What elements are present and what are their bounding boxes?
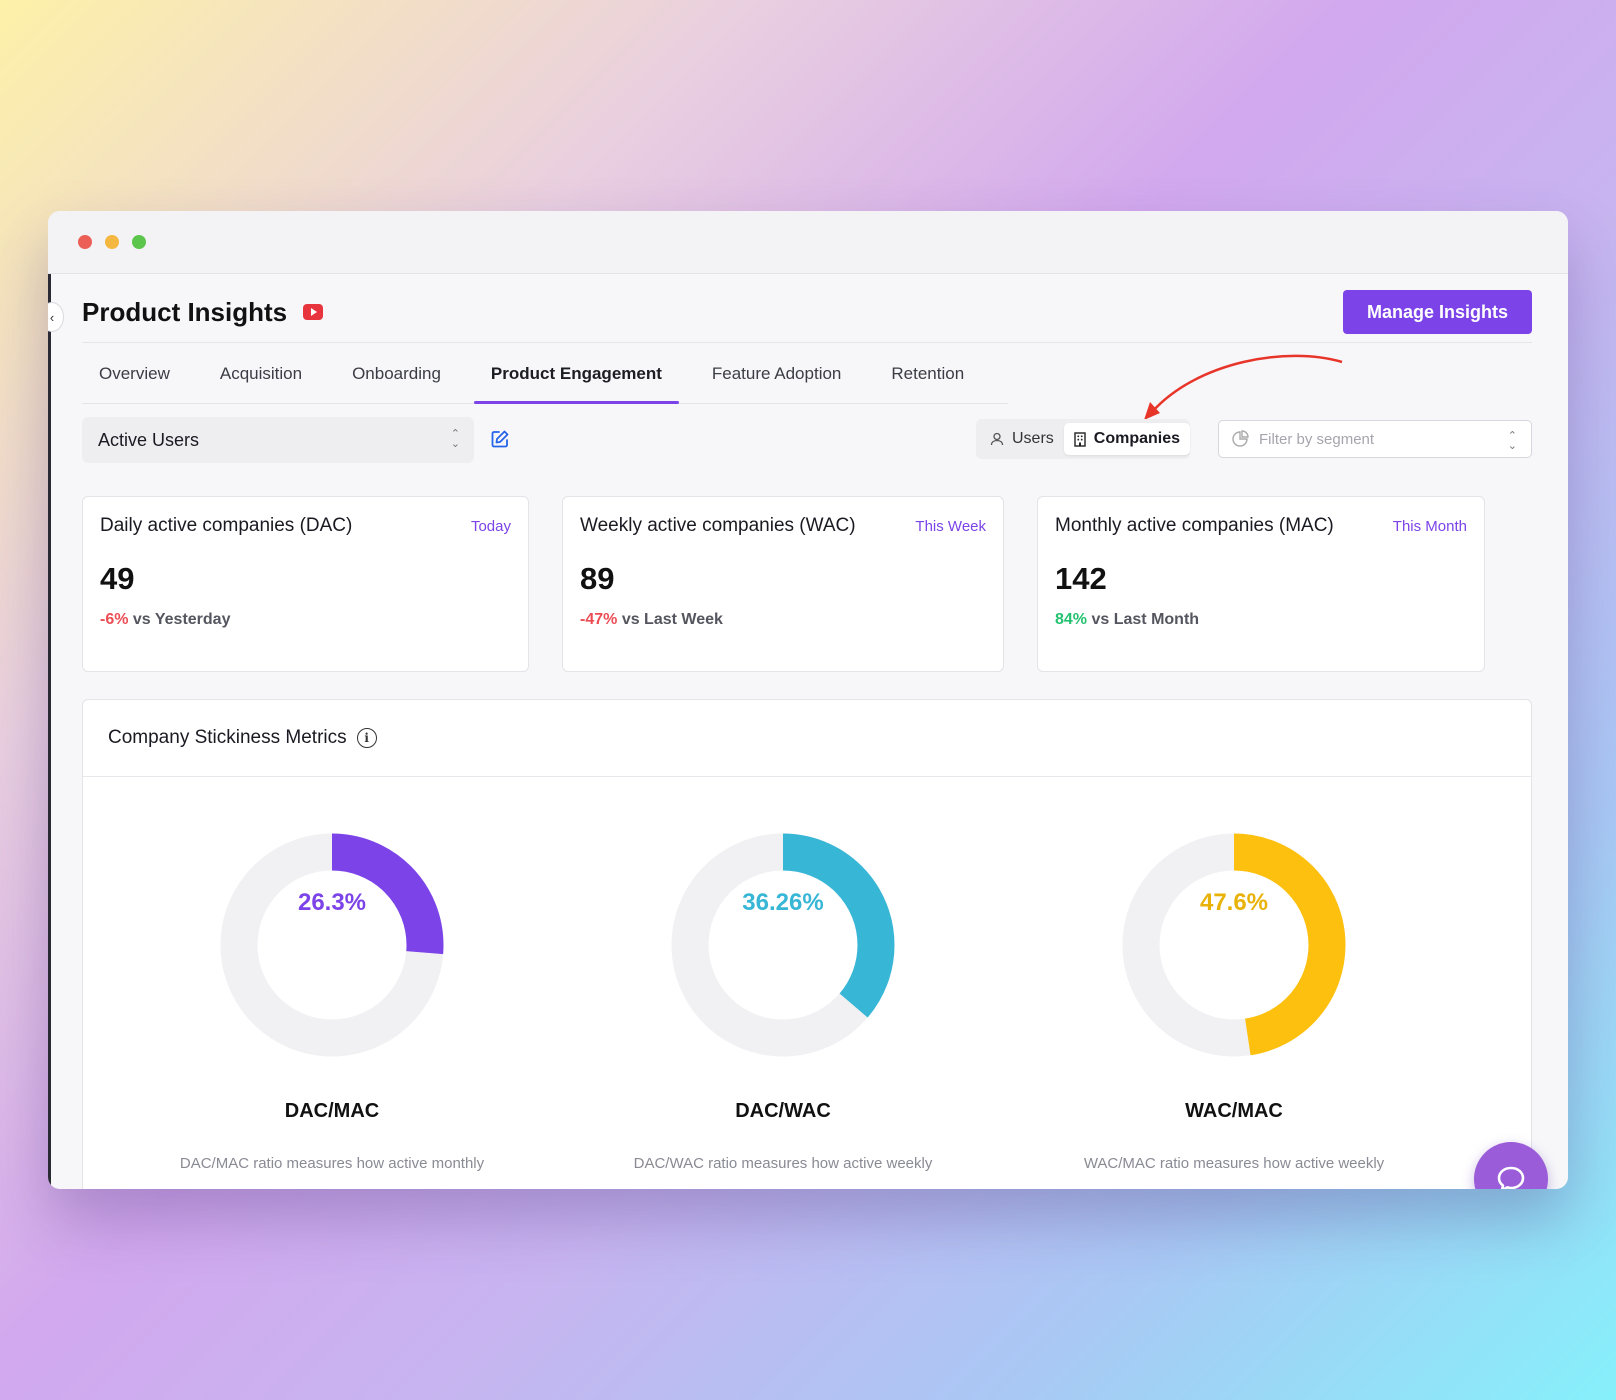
card-period: This Month xyxy=(1392,518,1467,535)
donut-description: WAC/MAC ratio measures how active weekly xyxy=(1083,1155,1385,1172)
tab-retention[interactable]: Retention xyxy=(891,364,965,383)
donut-chart xyxy=(1122,833,1346,1057)
info-icon[interactable]: i xyxy=(356,728,377,748)
donut-arc xyxy=(220,833,444,1057)
donut-chart xyxy=(220,833,444,1057)
card-period: Today xyxy=(470,518,511,535)
delta-label: vs Yesterday xyxy=(132,611,231,628)
tab-feature-adoption[interactable]: Feature Adoption xyxy=(711,364,842,383)
tab-acquisition[interactable]: Acquisition xyxy=(219,364,303,383)
close-window-button[interactable] xyxy=(78,235,92,249)
toggle-users[interactable]: Users xyxy=(980,423,1064,455)
sidebar-collapse-button[interactable]: ‹ xyxy=(48,302,64,332)
toggle-users-label: Users xyxy=(1012,430,1054,447)
page-header: Product Insights Manage Insights xyxy=(82,284,1532,340)
select-arrows-icon: ⌃ ⌄ xyxy=(450,428,460,450)
entity-toggle: Users Companies xyxy=(976,419,1191,459)
card-title: Daily active companies (DAC) xyxy=(100,515,353,536)
user-icon xyxy=(990,432,1004,446)
donut-name: WAC/MAC xyxy=(1185,1100,1283,1122)
donut-description: DAC/MAC ratio measures how active monthl… xyxy=(179,1155,485,1172)
chevron-left-icon: ‹ xyxy=(49,309,55,325)
metric-select[interactable]: Active Users ⌃ ⌄ xyxy=(82,417,474,463)
donut-dac-wac: 36.26% DAC/WAC DAC/WAC ratio measures ho… xyxy=(550,777,1016,1189)
donut-chart xyxy=(671,833,895,1057)
sidebar-edge xyxy=(48,274,51,1189)
annotation-arrow-icon xyxy=(1144,354,1343,420)
donut-arc xyxy=(671,833,895,1057)
toggle-companies[interactable]: Companies xyxy=(1063,423,1191,455)
maximize-window-button[interactable] xyxy=(132,235,146,249)
donut-value-label: 47.6% xyxy=(1199,889,1269,916)
building-icon xyxy=(1074,431,1086,447)
donut-description: DAC/WAC ratio measures how active weekly xyxy=(633,1155,933,1172)
app-window: ‹ Product Insights Manage Insights Overv… xyxy=(48,211,1568,1189)
metric-select-value: Active Users xyxy=(98,429,200,450)
card-period: This Week xyxy=(915,518,986,535)
page-title: Product Insights xyxy=(82,296,288,327)
delta-label: vs Last Week xyxy=(621,611,723,628)
stickiness-panel: Company Stickiness Metrics i 26.3% DAC/M… xyxy=(82,699,1532,1189)
donut-value-label: 36.26% xyxy=(742,889,824,916)
delta-label: vs Last Month xyxy=(1091,611,1200,628)
tab-bar: Overview Acquisition Onboarding Product … xyxy=(82,344,1008,404)
stickiness-header: Company Stickiness Metrics i xyxy=(83,700,1531,777)
delta-percent: -6% xyxy=(100,611,129,628)
chat-icon xyxy=(1497,1166,1525,1189)
segment-filter-select[interactable]: Filter by segment ⌃ ⌄ xyxy=(1218,420,1532,458)
donut-name: DAC/WAC xyxy=(735,1100,831,1122)
card-value: 142 xyxy=(1055,561,1107,596)
minimize-window-button[interactable] xyxy=(105,235,119,249)
metric-cards: Daily active companies (DAC) Today 49 -6… xyxy=(82,496,1532,672)
donut-value-label: 26.3% xyxy=(297,889,367,916)
edit-icon[interactable] xyxy=(490,429,510,449)
tab-overview[interactable]: Overview xyxy=(99,364,170,383)
tab-onboarding[interactable]: Onboarding xyxy=(352,364,441,383)
donut-wac-mac: 47.6% WAC/MAC WAC/MAC ratio measures how… xyxy=(1001,777,1467,1189)
delta-percent: 84% xyxy=(1055,611,1088,628)
tab-product-engagement[interactable]: Product Engagement xyxy=(473,344,679,404)
delta-percent: -47% xyxy=(580,611,618,628)
card-title: Weekly active companies (WAC) xyxy=(580,515,856,536)
donut-dac-mac: 26.3% DAC/MAC DAC/MAC ratio measures how… xyxy=(99,777,565,1189)
manage-insights-button[interactable]: Manage Insights xyxy=(1343,290,1532,334)
main-content: ‹ Product Insights Manage Insights Overv… xyxy=(48,274,1568,1189)
card-value: 89 xyxy=(580,561,615,596)
title-bar xyxy=(48,211,1568,274)
segment-filter-placeholder: Filter by segment xyxy=(1259,430,1375,448)
card-delta: -6% vs Yesterday xyxy=(100,611,511,629)
toggle-companies-label: Companies xyxy=(1093,430,1181,447)
toolbar: Active Users ⌃ ⌄ Users xyxy=(82,417,1532,463)
pie-chart-icon xyxy=(1232,430,1249,447)
donut-name: DAC/MAC xyxy=(284,1100,380,1122)
video-tutorial-icon[interactable] xyxy=(303,304,324,320)
card-delta: -47% vs Last Week xyxy=(580,611,986,629)
donut-arc xyxy=(1122,833,1346,1057)
card-value: 49 xyxy=(100,561,135,596)
select-arrows-icon: ⌃ ⌄ xyxy=(1507,430,1517,452)
stickiness-title: Company Stickiness Metrics xyxy=(108,727,347,748)
card-mac: Monthly active companies (MAC) This Mont… xyxy=(1037,496,1485,672)
card-title: Monthly active companies (MAC) xyxy=(1055,515,1334,536)
card-dac: Daily active companies (DAC) Today 49 -6… xyxy=(82,496,529,672)
header-divider xyxy=(82,342,1532,343)
card-wac: Weekly active companies (WAC) This Week … xyxy=(562,496,1004,672)
card-delta: 84% vs Last Month xyxy=(1055,611,1467,629)
